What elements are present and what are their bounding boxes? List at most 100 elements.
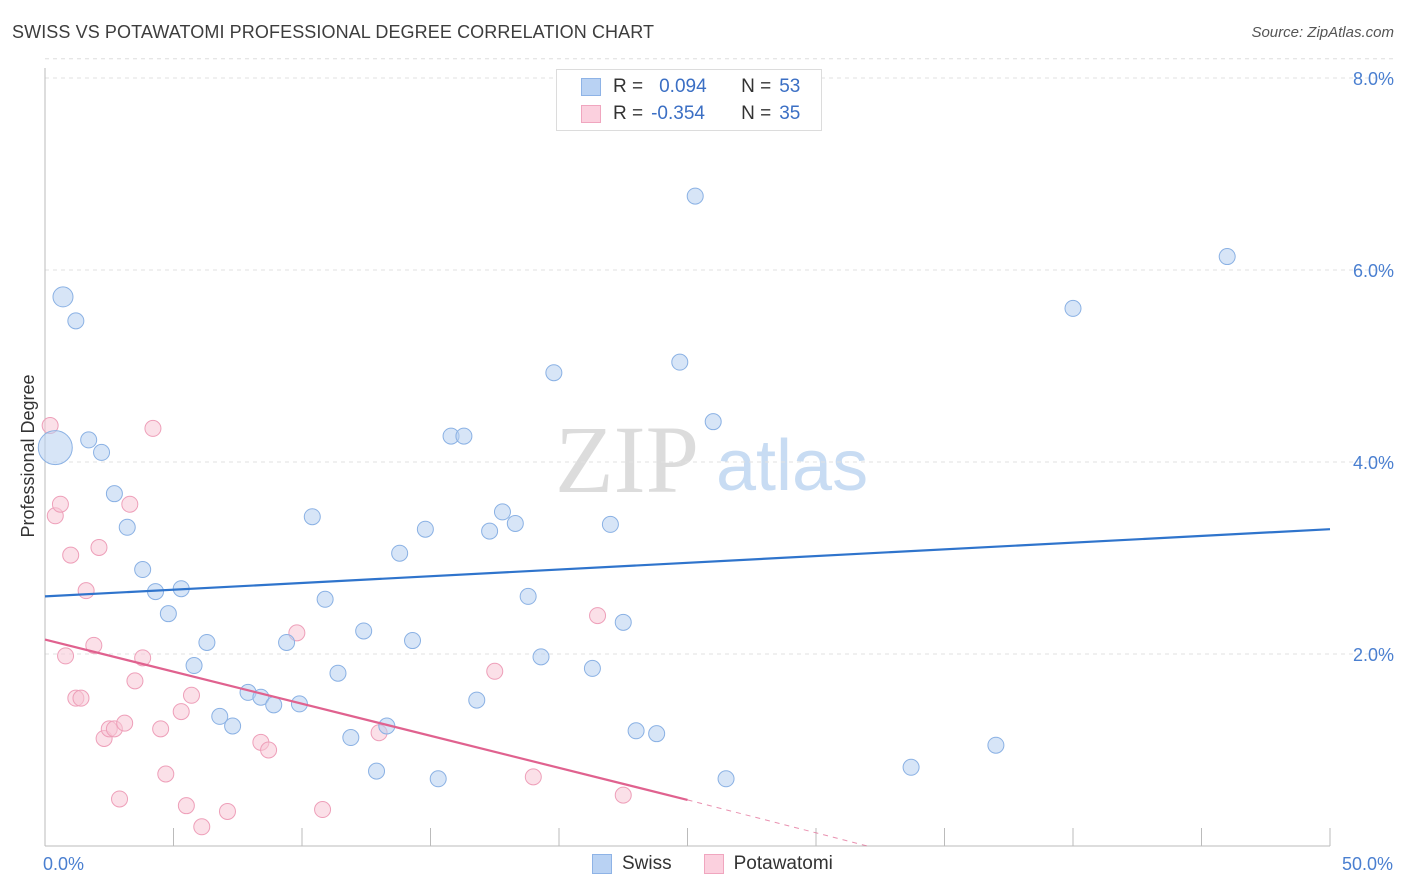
potawatomi-point: [51, 495, 69, 513]
potawatomi-point: [172, 703, 190, 721]
potawatomi-point: [524, 768, 542, 786]
potawatomi-point: [116, 714, 134, 732]
potawatomi-r-label: R =: [613, 103, 644, 124]
y-tick-label: 6.0%: [1353, 261, 1394, 281]
stats-legend: R = 0.094 N = 53 R = -0.354 N = 35: [556, 69, 822, 131]
potawatomi-point: [157, 765, 175, 783]
swiss-point: [902, 758, 920, 776]
stats-legend-row-swiss: R = 0.094 N = 53: [581, 75, 800, 99]
swiss-trend-line: [44, 528, 1331, 598]
swiss-point: [1218, 248, 1236, 266]
potawatomi-point: [77, 582, 95, 600]
stats-legend-row-potawatomi: R = -0.354 N = 35: [581, 102, 800, 126]
swiss-point: [404, 632, 422, 650]
swiss-point: [265, 696, 283, 714]
potawatomi-point: [614, 786, 632, 804]
swiss-point: [303, 508, 321, 526]
swiss-r-value: 0.094: [659, 76, 707, 97]
swiss-point: [93, 443, 111, 461]
swiss-point: [717, 770, 735, 788]
swiss-r-label: R =: [613, 76, 644, 97]
y-tick-label: 8.0%: [1353, 69, 1394, 89]
swiss-point: [429, 770, 447, 788]
swiss-swatch: [581, 78, 601, 96]
swiss-point: [211, 707, 229, 725]
swiss-point: [468, 691, 486, 709]
legend-swiss-swatch: [592, 854, 612, 874]
swiss-point: [278, 633, 296, 651]
potawatomi-trend-line: [44, 638, 688, 801]
swiss-n-label: N =: [741, 76, 772, 97]
y-tick-label: 4.0%: [1353, 453, 1394, 473]
swiss-point: [493, 503, 511, 521]
potawatomi-point: [152, 720, 170, 738]
swiss-point: [455, 427, 473, 445]
potawatomi-point: [57, 647, 75, 665]
swiss-point: [342, 729, 360, 747]
swiss-point: [67, 312, 85, 330]
swiss-point: [316, 590, 334, 608]
swiss-point: [686, 187, 704, 205]
source-credit: Source: ZipAtlas.com: [1251, 24, 1394, 41]
potawatomi-point: [589, 607, 607, 625]
potawatomi-point: [193, 818, 211, 836]
potawatomi-point: [144, 419, 162, 437]
swiss-point: [355, 622, 373, 640]
swiss-n-value: 53: [779, 76, 801, 97]
swiss-point: [519, 587, 537, 605]
legend-potawatomi-label: Potawatomi: [733, 853, 833, 874]
watermark-zip: ZIP: [555, 406, 699, 513]
swiss-point: [583, 659, 601, 677]
swiss-point: [368, 762, 386, 780]
potawatomi-point: [85, 636, 103, 654]
swiss-point: [134, 561, 152, 579]
potawatomi-point: [90, 538, 108, 556]
swiss-point: [648, 725, 666, 743]
x-tick-label-max: 50.0%: [1342, 854, 1393, 874]
chart-title: SWISS VS POTAWATOMI PROFESSIONAL DEGREE …: [12, 22, 655, 42]
potawatomi-swatch: [581, 105, 601, 123]
swiss-point: [614, 613, 632, 631]
swiss-point: [987, 736, 1005, 754]
swiss-point: [391, 544, 409, 562]
swiss-point: [105, 485, 123, 503]
potawatomi-point: [218, 802, 236, 820]
swiss-point: [627, 722, 645, 740]
swiss-point: [416, 520, 434, 538]
potawatomi-n-label: N =: [741, 103, 772, 124]
x-tick-label-min: 0.0%: [43, 854, 84, 874]
swiss-point: [52, 286, 74, 308]
swiss-point: [118, 518, 136, 536]
swiss-point: [198, 633, 216, 651]
potawatomi-point: [182, 686, 200, 704]
swiss-point: [545, 364, 563, 382]
swiss-point: [506, 514, 524, 532]
potawatomi-point: [111, 790, 129, 808]
watermark-atlas: atlas: [716, 426, 868, 506]
swiss-point: [1064, 299, 1082, 317]
legend-potawatomi-swatch: [703, 854, 724, 874]
swiss-point: [185, 657, 203, 675]
potawatomi-r-value: -0.354: [651, 103, 705, 124]
swiss-point: [159, 605, 177, 623]
y-axis-label: Professional Degree: [18, 374, 38, 537]
potawatomi-point: [121, 495, 139, 513]
swiss-point: [80, 431, 98, 449]
swiss-point: [671, 353, 689, 371]
swiss-point: [329, 664, 347, 682]
potawatomi-trend-extension: [687, 799, 868, 847]
potawatomi-point: [62, 546, 80, 564]
potawatomi-point: [126, 672, 144, 690]
potawatomi-point: [486, 662, 504, 680]
y-tick-label: 2.0%: [1353, 645, 1394, 665]
series-legend: Swiss Potawatomi: [592, 853, 833, 875]
potawatomi-point: [260, 741, 278, 759]
swiss-point: [481, 522, 499, 540]
swiss-point: [532, 648, 550, 666]
potawatomi-point: [314, 801, 332, 819]
potawatomi-n-value: 35: [779, 103, 801, 124]
swiss-point: [224, 717, 242, 735]
swiss-point: [601, 515, 619, 533]
legend-swiss-label: Swiss: [622, 853, 672, 874]
